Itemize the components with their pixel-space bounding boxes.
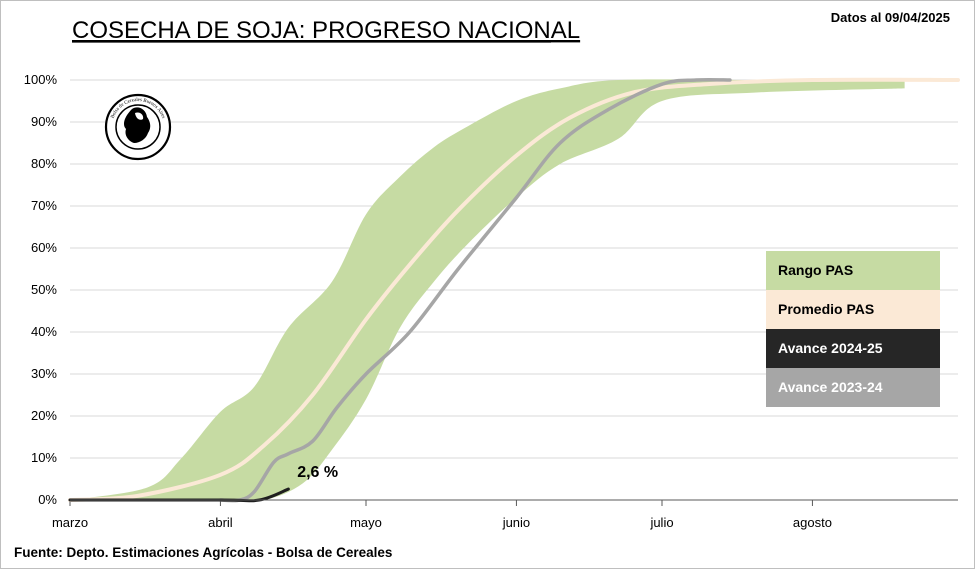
y-tick-label: 0% (38, 492, 57, 507)
source-note: Fuente: Depto. Estimaciones Agrícolas - … (14, 545, 392, 560)
average-line (68, 77, 960, 502)
y-tick-label: 20% (31, 408, 57, 423)
y-tick-label: 60% (31, 240, 57, 255)
x-tick-label: julio (649, 515, 673, 530)
legend-swatch (766, 290, 940, 329)
progress-2023-24-line (218, 77, 732, 503)
y-tick-label: 50% (31, 282, 57, 297)
range-band (70, 79, 905, 502)
bolsa-de-cereales-logo: Bolsa de Cereales Buenos Aires (104, 93, 172, 161)
legend-label: Avance 2024-25 (778, 340, 883, 356)
date-note: Datos al 09/04/2025 (831, 10, 950, 25)
legend-swatch (766, 368, 940, 407)
x-tick-label: agosto (793, 515, 832, 530)
annotation-label: 2,6 % (297, 464, 338, 481)
x-tick-label: abril (208, 515, 233, 530)
y-tick-label: 80% (31, 156, 57, 171)
chart-title: COSECHA DE SOJA: PROGRESO NACIONAL (72, 17, 580, 44)
legend: Rango PAS Promedio PAS Avance 2024-25 Avanc… (766, 251, 940, 407)
y-axis-ticks: 0% 10% 20% 30% 40% 50% 60% 70% 80% 90% 100% (24, 72, 58, 507)
y-tick-label: 70% (31, 198, 57, 213)
x-tick-label: junio (502, 515, 530, 530)
range-band-layer (70, 79, 905, 502)
legend-label: Rango PAS (778, 262, 853, 278)
y-tick-label: 40% (31, 324, 57, 339)
legend-label: Promedio PAS (778, 301, 874, 317)
legend-swatch (766, 251, 940, 290)
legend-label: Avance 2023-24 (778, 379, 883, 395)
y-tick-label: 10% (31, 450, 57, 465)
x-tick-label: mayo (350, 515, 382, 530)
y-tick-label: 100% (24, 72, 58, 87)
x-tick-label: marzo (52, 515, 88, 530)
y-tick-label: 90% (31, 114, 57, 129)
legend-swatch (766, 329, 940, 368)
y-tick-label: 30% (31, 366, 57, 381)
x-axis-ticks: marzo abril mayo junio julio agosto (52, 500, 832, 530)
